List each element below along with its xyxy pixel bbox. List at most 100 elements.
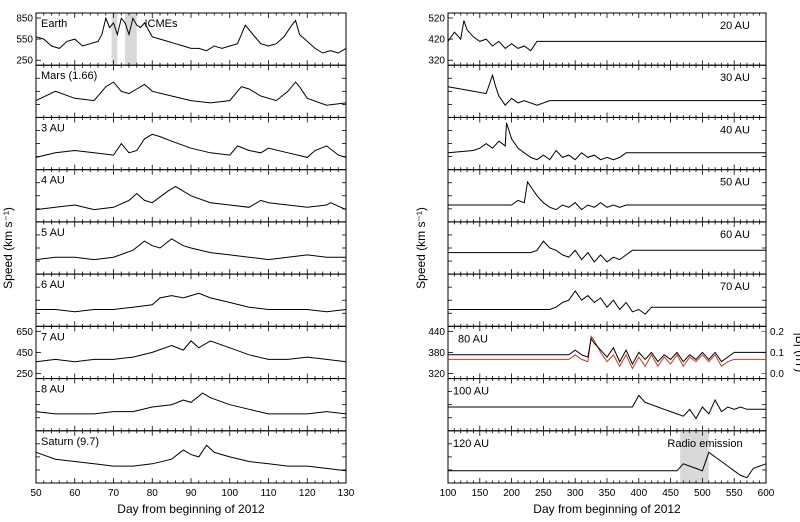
panel-frame — [447, 169, 767, 223]
x-tick-label: 400 — [630, 488, 647, 499]
panel-30-au: 30 AU — [447, 64, 767, 118]
speed-trace — [35, 81, 347, 106]
panel-frame — [35, 378, 347, 432]
panel-frame — [35, 12, 347, 66]
speed-trace — [35, 16, 347, 54]
panel-frame — [447, 64, 767, 118]
panel-label: Saturn (9.7) — [41, 436, 99, 448]
x-tick-label: 450 — [662, 488, 679, 499]
y2-tick-label: 0.0 — [770, 369, 784, 380]
speed-trace — [448, 180, 766, 211]
x-tick-label: 200 — [503, 488, 520, 499]
panel-label: 3 AU — [41, 122, 65, 134]
panel-80-au: 440 380 320 0.2 0.1 0.0 |B| (nT) 80 AU — [428, 325, 800, 380]
speed-trace — [448, 290, 766, 315]
right-figure: 520 420 320 20 AU 30 AU 40 AU 50 AU 60 AU 70 AU 4… — [414, 12, 800, 516]
panel-label: Mars (1.66) — [41, 70, 97, 82]
panel-label: 50 AU — [720, 177, 750, 189]
panel-60-au: 60 AU — [447, 221, 767, 275]
speed-trace — [35, 340, 347, 363]
panel-100-au: 100 AU — [447, 378, 767, 432]
y-tick-label: 320 — [428, 56, 445, 67]
panel-frame — [35, 273, 347, 327]
shaded-interval — [111, 13, 118, 66]
speed-trace — [447, 20, 766, 52]
panel-20-au: 520 420 320 20 AU — [428, 12, 767, 67]
y-tick-label: 850 — [16, 14, 33, 25]
panel-70-au: 70 AU — [447, 273, 767, 327]
panel-label: 7 AU — [41, 331, 65, 343]
y-tick-label: 550 — [16, 35, 33, 46]
panel-label: 4 AU — [41, 175, 65, 187]
speed-trace — [35, 444, 347, 472]
panel-annotation: ICMEs — [145, 18, 179, 30]
panel-label: 30 AU — [720, 72, 750, 84]
panel-frame — [447, 273, 767, 327]
speed-trace — [35, 133, 347, 158]
panel-4-au: 4 AU — [35, 169, 347, 223]
shaded-interval — [680, 430, 709, 483]
panel-label: 120 AU — [453, 438, 489, 450]
panel-label: 20 AU — [720, 20, 750, 32]
panel-label: 100 AU — [453, 386, 489, 398]
panel-label: 40 AU — [720, 124, 750, 136]
panel-6-au: 6 AU — [35, 273, 347, 327]
y2-tick-label: 0.2 — [770, 327, 784, 338]
panel-label: 70 AU — [720, 281, 750, 293]
speed-trace — [448, 451, 767, 479]
panel-7-au: 650 450 250 7 AU — [16, 325, 347, 380]
left-figure: 850 550 250 Earth ICMEs Mars (1.66) 3 AU 4 AU 5 … — [1, 12, 355, 516]
panel-frame — [447, 221, 767, 275]
x-tick-label: 130 — [338, 488, 355, 499]
y-tick-label: 520 — [428, 14, 445, 25]
x-tick-label: 350 — [599, 488, 616, 499]
y-tick-label: 320 — [428, 369, 445, 380]
x-tick-label: 70 — [108, 488, 120, 499]
panel-label: Earth — [41, 18, 67, 30]
x-tick-label: 80 — [147, 488, 159, 499]
speed-trace — [35, 238, 346, 261]
speed-trace — [447, 73, 766, 106]
panel-3-au: 3 AU — [35, 116, 347, 171]
x-tick-label: 250 — [535, 488, 552, 499]
y-tick-label: 250 — [16, 369, 33, 380]
panel-label: 6 AU — [41, 279, 65, 291]
panel-label: 5 AU — [41, 227, 65, 239]
y2-axis-label: |B| (nT) — [793, 333, 800, 373]
panel-120-au: 120 AU Radio emission — [447, 430, 767, 484]
shaded-interval — [125, 13, 137, 66]
speed-trace — [35, 185, 347, 211]
x-tick-label: 120 — [299, 488, 316, 499]
x-axis-label: Day from beginning of 2012 — [117, 502, 265, 516]
speed-trace — [448, 394, 766, 420]
y-axis-label: Speed (km s⁻¹) — [1, 207, 15, 289]
x-tick-label: 110 — [261, 488, 277, 499]
y-tick-label: 250 — [16, 56, 33, 67]
y-tick-label: 650 — [16, 327, 33, 338]
x-tick-label: 60 — [69, 488, 81, 499]
panel-earth: 850 550 250 Earth ICMEs — [16, 12, 347, 67]
panel-frame — [447, 378, 767, 432]
panel-40-au: 40 AU — [447, 116, 767, 171]
x-tick-label: 100 — [440, 488, 457, 499]
speed-trace — [448, 240, 766, 263]
y-tick-label: 450 — [16, 348, 33, 359]
x-tick-label: 150 — [471, 488, 488, 499]
x-tick-label: 50 — [30, 488, 42, 499]
x-tick-label: 600 — [758, 488, 775, 499]
y-tick-label: 380 — [428, 348, 445, 359]
speed-trace — [447, 122, 766, 161]
panel-frame — [447, 116, 767, 171]
y-tick-label: 440 — [428, 327, 445, 338]
x-tick-label: 550 — [726, 488, 743, 499]
panel-frame — [35, 116, 347, 171]
panel-5-au: 5 AU — [35, 221, 347, 275]
panel-frame — [447, 325, 767, 380]
x-tick-label: 100 — [221, 488, 238, 499]
panel-mars-1-66-: Mars (1.66) — [35, 64, 347, 118]
speed-trace — [448, 337, 766, 366]
speed-trace — [35, 392, 347, 415]
panel-label: 8 AU — [41, 384, 65, 396]
x-tick-label: 500 — [694, 488, 711, 499]
